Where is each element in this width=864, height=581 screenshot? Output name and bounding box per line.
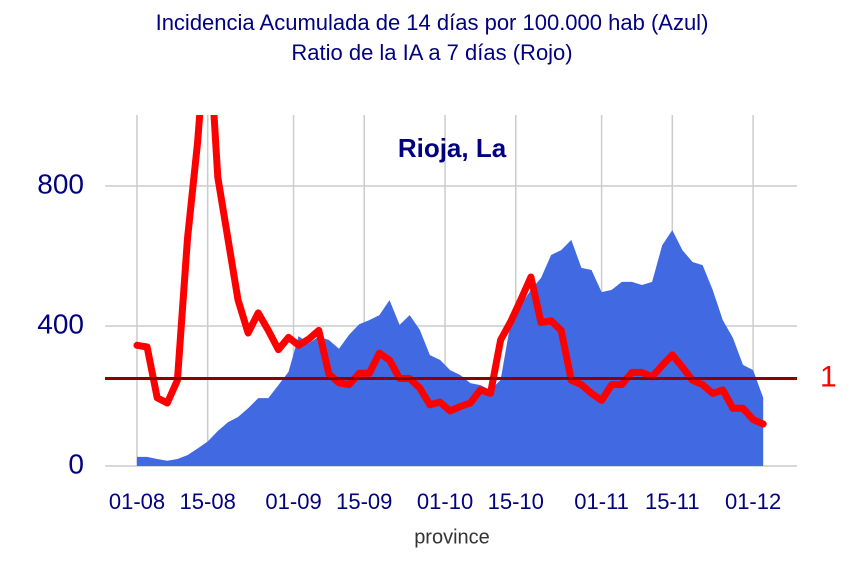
x-tick-label: 15-10 [488,489,544,514]
chart-subtitle: Ratio de la IA a 7 días (Rojo) [291,40,572,65]
plot-area [133,115,767,466]
x-tick-label: 15-09 [336,489,392,514]
y-tick-label: 0 [68,448,84,479]
labels: Incidencia Acumulada de 14 días por 100.… [37,10,836,548]
x-tick-label: 01-10 [417,489,473,514]
y2-tick-label: 1 [820,360,837,393]
y-tick-label: 400 [37,308,84,339]
incidence-area [137,230,764,466]
x-tick-label: 15-08 [180,489,236,514]
x-tick-label: 01-08 [109,489,165,514]
y-tick-label: 800 [37,168,84,199]
panel-title: Rioja, La [398,133,507,163]
chart-title: Incidencia Acumulada de 14 días por 100.… [156,10,709,35]
x-tick-label: 15-11 [645,489,700,514]
x-tick-label: 01-12 [725,489,781,514]
x-axis-label: province [414,526,490,548]
x-tick-label: 01-09 [265,489,321,514]
ratio-line [133,115,767,428]
x-tick-label: 01-11 [574,489,629,514]
